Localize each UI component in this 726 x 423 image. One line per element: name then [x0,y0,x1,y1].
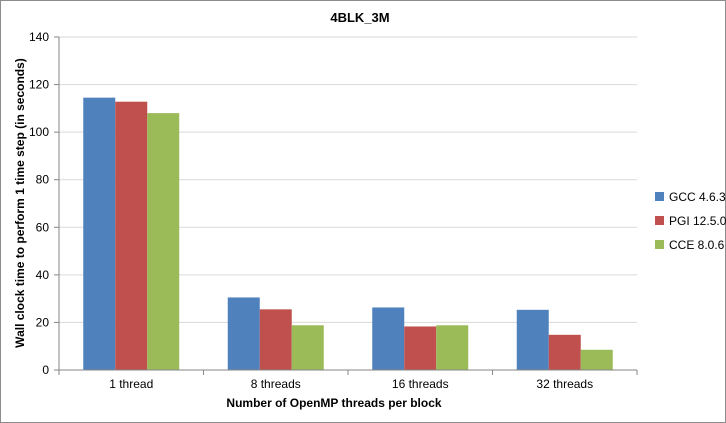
bar [83,97,116,371]
x-axis-ticks: 1 thread 8 threads 16 threads 32 threads [58,370,638,391]
bar [291,325,324,370]
y-tick-label: 120 [29,78,49,92]
x-tick-label: 8 threads [251,377,301,391]
bar [115,101,148,370]
legend-label: PGI 12.5.0 [669,214,726,228]
legend-label: CCE 8.0.6 [669,238,725,252]
legend-swatch [655,216,664,225]
bar [227,297,260,370]
y-tick-label: 40 [36,268,50,282]
legend-swatch [655,240,664,249]
bar [548,334,581,370]
bar [404,326,437,370]
y-tick-label: 140 [29,30,49,44]
bar [580,349,613,370]
chart-title: 4BLK_3M [330,10,389,25]
y-axis-ticks: 0 20 40 60 80 100 120 140 [29,30,59,377]
bar [516,309,549,370]
x-axis-title: Number of OpenMP threads per block [226,396,441,410]
bars [83,97,613,371]
legend: GCC 4.6.3 PGI 12.5.0 CCE 8.0.6 [655,190,726,252]
bar [436,325,469,370]
bar [259,309,292,370]
bar [147,113,180,370]
legend-swatch [655,192,664,201]
x-tick-label: 1 thread [109,377,153,391]
x-tick-label: 32 threads [536,377,593,391]
y-tick-label: 100 [29,125,49,139]
y-tick-label: 80 [36,173,50,187]
y-tick-label: 60 [36,220,50,234]
y-axis-title: Wall clock time to perform 1 time step (… [13,58,27,348]
bar [372,307,405,370]
y-tick-label: 20 [36,315,50,329]
y-tick-label: 0 [42,363,49,377]
legend-label: GCC 4.6.3 [669,190,726,204]
x-tick-label: 16 threads [392,377,449,391]
